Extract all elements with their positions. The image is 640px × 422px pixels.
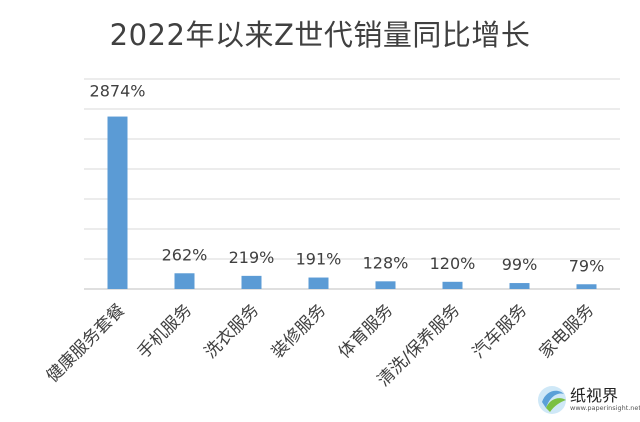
category-label: 健康服务套餐 [43, 300, 129, 386]
logo-title: 纸视界 [570, 386, 619, 405]
data-label: 128% [363, 253, 409, 272]
bar [442, 281, 463, 289]
logo-mark-icon [538, 386, 566, 414]
data-labels: 2874% 262% 219% 191% 128% 120% 99% 79% [90, 82, 605, 276]
bar [576, 284, 597, 289]
gridlines [84, 78, 620, 290]
logo-url: www.paperinsight.net [570, 404, 640, 412]
bar [107, 116, 128, 289]
data-label: 262% [162, 245, 208, 264]
bars [107, 116, 597, 289]
category-label: 家电服务 [536, 300, 598, 362]
bar [241, 275, 262, 289]
category-label: 手机服务 [134, 300, 196, 362]
category-label: 洗衣服务 [201, 300, 263, 362]
watermark-logo: 纸视界 www.paperinsight.net [536, 380, 640, 418]
chart-title: 2022年以来Z世代销量同比增长 [109, 18, 531, 52]
data-label: 2874% [90, 82, 146, 101]
category-label: 体育服务 [335, 300, 397, 362]
bar [509, 283, 530, 289]
data-label: 99% [502, 255, 538, 274]
category-label: 装修服务 [268, 300, 330, 362]
bar [308, 277, 329, 289]
category-label: 汽车服务 [469, 300, 531, 362]
data-label: 219% [229, 248, 275, 267]
bar [375, 281, 396, 289]
data-label: 191% [296, 250, 342, 269]
bar [174, 273, 195, 289]
data-label: 120% [430, 254, 476, 273]
data-label: 79% [569, 256, 605, 275]
